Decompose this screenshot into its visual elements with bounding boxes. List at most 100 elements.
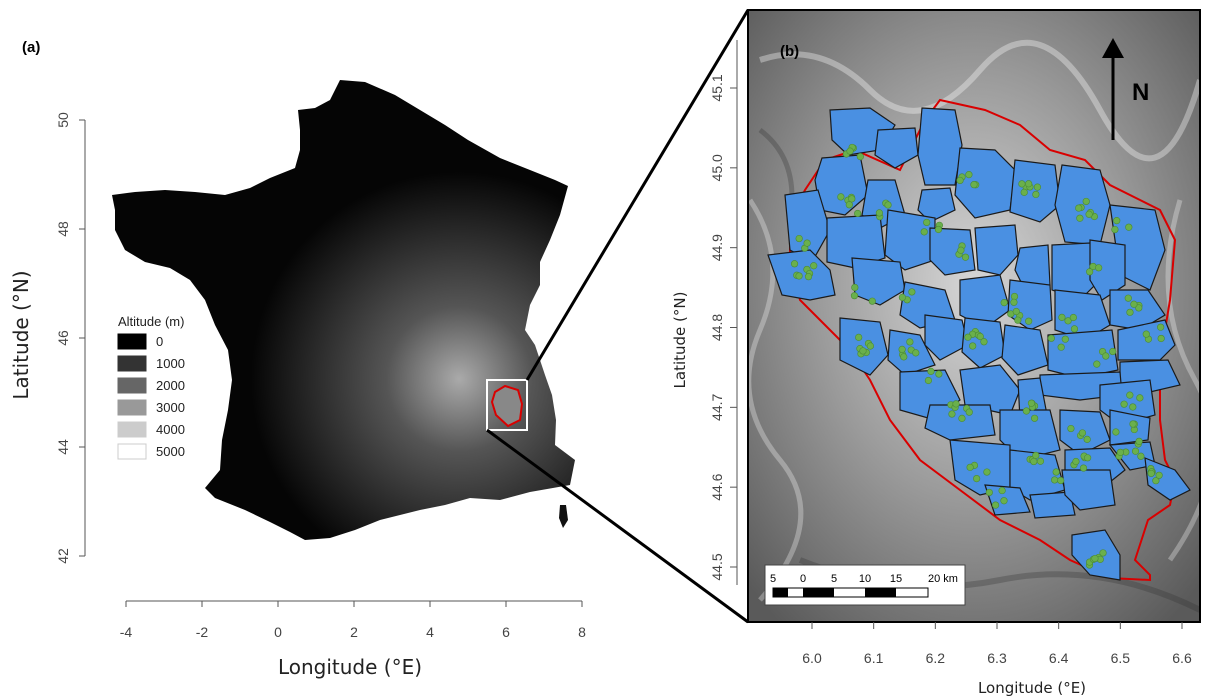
x-tick-label: 2 — [350, 624, 358, 640]
y-tick-label: 46 — [55, 330, 71, 346]
observation-point — [1152, 477, 1160, 485]
panel-a-y-axis: 42 44 46 48 50 Latitude (°N) — [9, 112, 86, 564]
observation-point — [1083, 435, 1091, 443]
observation-point — [1157, 323, 1165, 331]
observation-point — [851, 283, 859, 292]
observation-point — [856, 153, 864, 161]
y-tick-label: 42 — [55, 548, 71, 564]
observation-point — [803, 239, 811, 247]
y-tick-label: 48 — [55, 221, 71, 237]
panel-b-x-axis-title: Longitude (°E) — [978, 679, 1086, 697]
observation-point — [1020, 188, 1028, 196]
x-tick-label: 6.1 — [864, 650, 884, 666]
legend-label: 0 — [156, 334, 163, 349]
y-tick-label: 44.8 — [709, 314, 725, 341]
y-tick-label: 44 — [55, 439, 71, 455]
observation-point — [1116, 448, 1124, 456]
observation-point — [859, 347, 867, 355]
legend-swatch — [117, 443, 147, 460]
x-tick-label: -4 — [120, 624, 133, 640]
legend-label: 1000 — [156, 356, 185, 371]
observation-point — [1099, 549, 1107, 557]
observation-point — [854, 209, 862, 218]
observation-point — [1032, 451, 1040, 459]
observation-point — [956, 176, 964, 185]
observation-point — [837, 193, 845, 201]
legend-swatch — [117, 399, 147, 416]
observation-point — [927, 367, 935, 375]
observation-point — [1085, 210, 1093, 218]
observation-point — [1030, 457, 1038, 466]
observation-point — [1082, 197, 1090, 206]
x-tick-label: 8 — [578, 624, 586, 640]
observation-point — [1102, 352, 1110, 360]
observation-point — [1032, 190, 1040, 199]
observation-point — [1014, 316, 1022, 324]
observation-point — [795, 234, 803, 243]
observation-point — [790, 260, 799, 268]
panel-b-y-axis: 44.5 44.6 44.7 44.8 44.9 45.0 45.1 Latitude (°… — [671, 40, 738, 585]
observation-point — [935, 370, 943, 378]
x-tick-label: 6 — [502, 624, 510, 640]
observation-point — [1000, 299, 1008, 307]
panel-b-x-axis: 6.0 6.1 6.2 6.3 6.4 6.5 6.6 Longitude (°E) — [802, 622, 1192, 697]
observation-point — [1130, 300, 1138, 308]
observation-point — [985, 488, 993, 497]
legend-label: 2000 — [156, 378, 185, 393]
observation-point — [973, 474, 981, 483]
x-tick-label: 6.4 — [1049, 650, 1069, 666]
observation-point — [1124, 294, 1132, 302]
observation-point — [845, 201, 853, 209]
scale-bar: 5 0 5 10 15 20 km — [764, 564, 966, 606]
observation-point — [898, 345, 906, 354]
x-tick-label: -2 — [196, 624, 209, 640]
x-tick-label: 6.0 — [802, 650, 822, 666]
x-tick-label: 6.3 — [987, 650, 1007, 666]
observation-point — [1155, 471, 1163, 479]
study-area-inset-box — [486, 379, 528, 431]
observation-point — [1018, 180, 1026, 188]
observation-point — [846, 147, 854, 155]
observation-point — [976, 332, 984, 341]
scale-bar-label: 10 — [859, 573, 871, 585]
zoom-line-bottom — [486, 428, 749, 624]
observation-point — [920, 228, 928, 236]
observation-point — [923, 218, 931, 227]
observation-point — [1142, 330, 1150, 338]
scale-bar-label: 0 — [800, 573, 806, 585]
x-tick-label: 6.5 — [1111, 650, 1131, 666]
panel-a-x-axis-title: Longitude (°E) — [278, 655, 422, 679]
observation-point — [965, 408, 973, 416]
observation-point — [1000, 497, 1008, 505]
corsica — [559, 505, 568, 528]
observation-point — [1069, 313, 1077, 322]
observation-point — [866, 342, 875, 350]
observation-point — [868, 297, 876, 305]
observation-point — [970, 181, 978, 189]
observation-point — [1157, 334, 1165, 343]
observation-point — [1061, 335, 1069, 343]
observation-point — [969, 342, 977, 350]
observation-point — [1079, 464, 1088, 472]
panel-a-label: (a) — [22, 39, 40, 56]
x-tick-label: 4 — [426, 624, 434, 640]
observation-point — [948, 410, 956, 418]
observation-point — [980, 338, 988, 346]
y-tick-label: 44.9 — [709, 234, 725, 261]
observation-point — [810, 262, 818, 270]
observation-point — [1047, 334, 1055, 342]
observation-point — [1137, 452, 1145, 460]
observation-points — [790, 143, 1165, 569]
observation-point — [1147, 469, 1155, 478]
observation-point — [1129, 403, 1137, 411]
panel-b-y-axis-title: Latitude (°N) — [671, 292, 689, 389]
observation-point — [1095, 264, 1103, 272]
observation-point — [908, 288, 916, 296]
observation-point — [804, 273, 813, 281]
observation-point — [1012, 307, 1020, 316]
observation-point — [1025, 180, 1033, 188]
observation-point — [983, 468, 991, 476]
observation-point — [957, 246, 965, 254]
observation-point — [966, 463, 974, 471]
